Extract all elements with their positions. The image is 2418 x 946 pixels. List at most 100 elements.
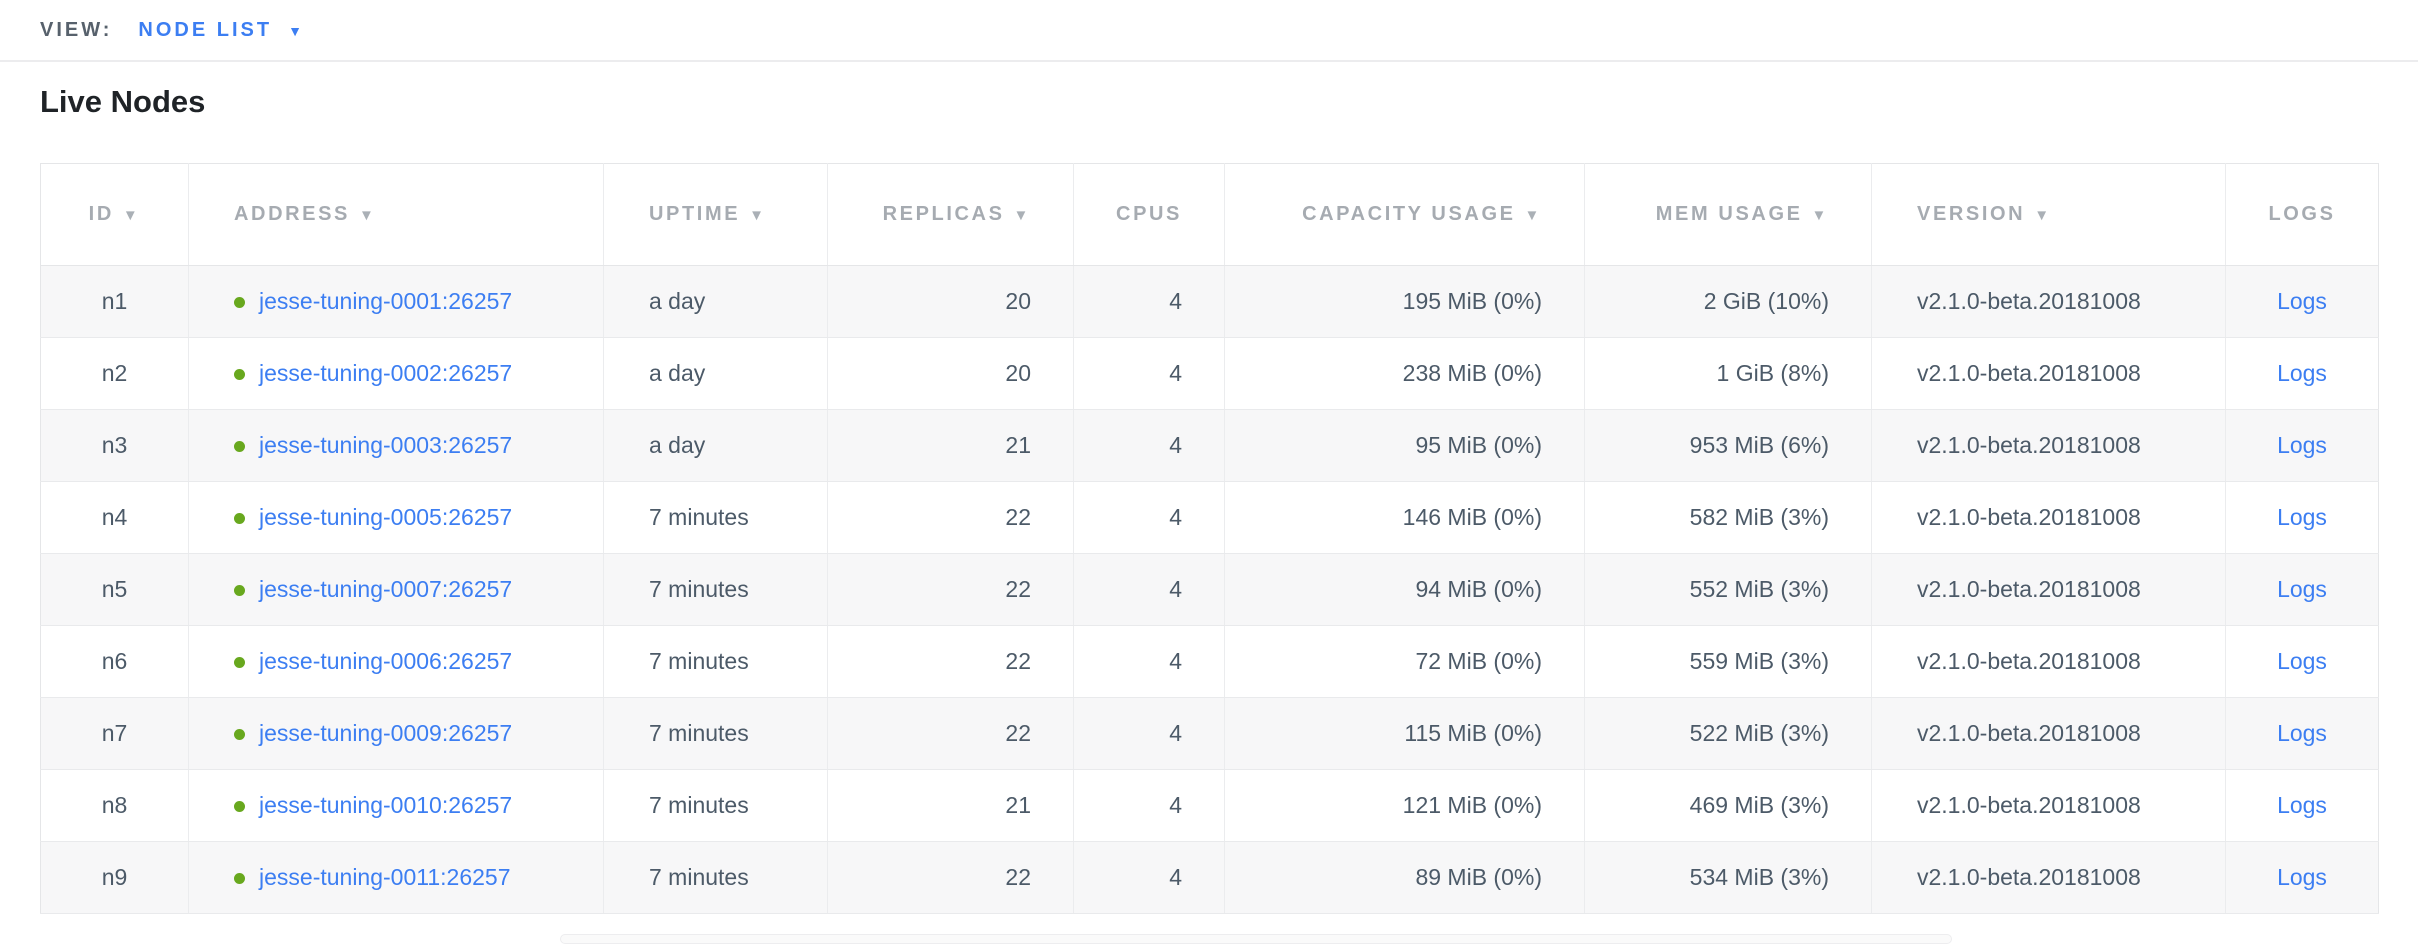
chevron-down-icon[interactable]: ▼ [288,23,302,39]
node-address-link[interactable]: jesse-tuning-0011:26257 [259,864,511,890]
column-header-version[interactable]: VERSION ▼ [1871,163,2226,266]
node-version-cell: v2.1.0-beta.20181008 [1871,697,2226,770]
node-logs-cell: Logs [2225,409,2379,482]
node-address-cell: jesse-tuning-0009:26257 [188,697,604,770]
node-uptime-cell: a day [603,409,828,482]
live-nodes-section: Live Nodes ID ▼ ADDRESS ▼ UPTIME ▼ REPLICAS… [0,62,2418,914]
table-row: n7 jesse-tuning-0009:26257 7 minutes 22 … [40,697,2379,770]
node-live-status-icon [234,513,245,524]
table-row: n6 jesse-tuning-0006:26257 7 minutes 22 … [40,625,2379,698]
column-header-uptime[interactable]: UPTIME ▼ [603,163,828,266]
node-cpus-cell: 4 [1073,409,1225,482]
node-replicas-cell: 20 [827,337,1074,410]
node-address-cell: jesse-tuning-0005:26257 [188,481,604,554]
node-mem-usage-cell: 522 MiB (3%) [1584,697,1872,770]
node-uptime-cell: 7 minutes [603,769,828,842]
view-label: VIEW: [40,18,113,41]
node-uptime-cell: 7 minutes [603,481,828,554]
node-live-status-icon [234,441,245,452]
node-capacity-usage-cell: 72 MiB (0%) [1224,625,1585,698]
node-address-link[interactable]: jesse-tuning-0002:26257 [259,360,513,386]
node-uptime-cell: a day [603,337,828,410]
node-mem-usage-cell: 552 MiB (3%) [1584,553,1872,626]
node-logs-link[interactable]: Logs [2277,792,2327,818]
node-live-status-icon [234,369,245,380]
node-logs-cell: Logs [2225,697,2379,770]
column-header-logs: LOGS [2225,163,2379,266]
horizontal-scrollbar[interactable] [560,934,1952,944]
node-mem-usage-cell: 2 GiB (10%) [1584,265,1872,338]
table-row: n1 jesse-tuning-0001:26257 a day 20 4 19… [40,265,2379,338]
sort-arrow-icon: ▼ [122,207,141,224]
table-row: n9 jesse-tuning-0011:26257 7 minutes 22 … [40,841,2379,914]
node-version-cell: v2.1.0-beta.20181008 [1871,481,2226,554]
node-mem-usage-cell: 469 MiB (3%) [1584,769,1872,842]
node-uptime-cell: 7 minutes [603,553,828,626]
node-capacity-usage-cell: 94 MiB (0%) [1224,553,1585,626]
node-address-cell: jesse-tuning-0003:26257 [188,409,604,482]
node-capacity-usage-cell: 115 MiB (0%) [1224,697,1585,770]
node-logs-cell: Logs [2225,625,2379,698]
node-logs-link[interactable]: Logs [2277,720,2327,746]
node-cpus-cell: 4 [1073,481,1225,554]
node-cpus-cell: 4 [1073,697,1225,770]
column-header-replicas[interactable]: REPLICAS ▼ [827,163,1074,266]
view-selected-value[interactable]: NODE LIST [138,18,273,41]
node-address-cell: jesse-tuning-0007:26257 [188,553,604,626]
node-address-link[interactable]: jesse-tuning-0007:26257 [259,576,513,602]
node-logs-link[interactable]: Logs [2277,576,2327,602]
node-id-cell: n5 [40,553,189,626]
column-header-capacity-usage[interactable]: CAPACITY USAGE ▼ [1224,163,1585,266]
node-address-link[interactable]: jesse-tuning-0003:26257 [259,432,513,458]
node-logs-link[interactable]: Logs [2277,360,2327,386]
node-capacity-usage-cell: 146 MiB (0%) [1224,481,1585,554]
node-logs-cell: Logs [2225,769,2379,842]
node-live-status-icon [234,585,245,596]
node-id-cell: n3 [40,409,189,482]
node-address-link[interactable]: jesse-tuning-0009:26257 [259,720,513,746]
live-nodes-table: ID ▼ ADDRESS ▼ UPTIME ▼ REPLICAS ▼ CPUS CAPA… [40,163,2379,914]
column-header-id[interactable]: ID ▼ [40,163,189,266]
node-replicas-cell: 22 [827,625,1074,698]
node-logs-link[interactable]: Logs [2277,648,2327,674]
node-mem-usage-cell: 582 MiB (3%) [1584,481,1872,554]
node-logs-link[interactable]: Logs [2277,432,2327,458]
node-capacity-usage-cell: 195 MiB (0%) [1224,265,1585,338]
node-capacity-usage-cell: 95 MiB (0%) [1224,409,1585,482]
page-title: Live Nodes [40,84,206,119]
node-replicas-cell: 20 [827,265,1074,338]
node-logs-cell: Logs [2225,265,2379,338]
node-live-status-icon [234,873,245,884]
node-address-link[interactable]: jesse-tuning-0005:26257 [259,504,513,530]
view-selector-dropdown[interactable]: NODE LIST ▼ [138,19,302,42]
node-logs-link[interactable]: Logs [2277,864,2327,890]
view-bar: VIEW: NODE LIST ▼ [0,0,2418,62]
sort-arrow-icon: ▼ [1524,207,1542,224]
node-address-link[interactable]: jesse-tuning-0001:26257 [259,288,513,314]
node-logs-cell: Logs [2225,553,2379,626]
node-live-status-icon [234,801,245,812]
column-header-address[interactable]: ADDRESS ▼ [188,163,604,266]
node-logs-link[interactable]: Logs [2277,504,2327,530]
node-address-link[interactable]: jesse-tuning-0006:26257 [259,648,513,674]
node-cpus-cell: 4 [1073,265,1225,338]
node-version-cell: v2.1.0-beta.20181008 [1871,409,2226,482]
node-version-cell: v2.1.0-beta.20181008 [1871,841,2226,914]
table-row: n5 jesse-tuning-0007:26257 7 minutes 22 … [40,553,2379,626]
column-header-cpus: CPUS [1073,163,1225,266]
sort-arrow-icon: ▼ [359,207,377,224]
node-uptime-cell: a day [603,265,828,338]
node-replicas-cell: 22 [827,553,1074,626]
node-id-cell: n4 [40,481,189,554]
node-address-link[interactable]: jesse-tuning-0010:26257 [259,792,513,818]
node-replicas-cell: 21 [827,409,1074,482]
node-replicas-cell: 21 [827,769,1074,842]
node-address-cell: jesse-tuning-0011:26257 [188,841,604,914]
node-live-status-icon [234,657,245,668]
node-version-cell: v2.1.0-beta.20181008 [1871,625,2226,698]
node-id-cell: n7 [40,697,189,770]
node-logs-link[interactable]: Logs [2277,288,2327,314]
node-cpus-cell: 4 [1073,337,1225,410]
column-header-mem-usage[interactable]: MEM USAGE ▼ [1584,163,1872,266]
node-version-cell: v2.1.0-beta.20181008 [1871,769,2226,842]
